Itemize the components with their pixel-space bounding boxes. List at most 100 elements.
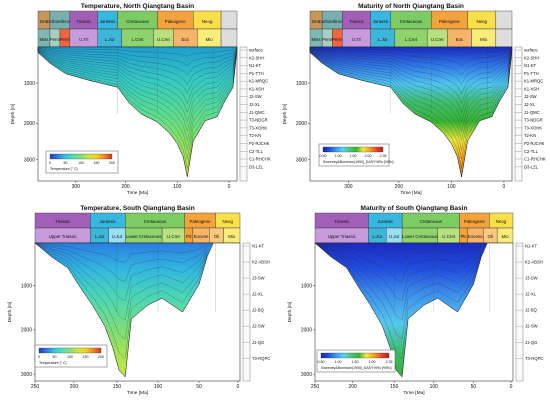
geo-time-label: Neog xyxy=(496,219,507,224)
horizon-line xyxy=(37,47,238,76)
geo-time-label: Triassic xyxy=(334,219,350,224)
formation-label: J2-SW xyxy=(252,324,265,329)
horizon-line xyxy=(309,47,513,85)
horizon-line xyxy=(314,242,482,321)
legend-title: Temperature [° C] xyxy=(39,361,66,365)
geo-time-label: L.Cret xyxy=(405,37,418,42)
geo-time-label: U.Cret xyxy=(157,37,170,42)
horizon-line xyxy=(314,242,482,340)
formation-label: N1-KT xyxy=(252,244,265,249)
formation-label: J3-SW xyxy=(525,276,538,281)
y-axis-label: Depth [m] xyxy=(10,104,16,125)
formation-label: K1-MRQC xyxy=(249,79,268,84)
x-tick-label: 300 xyxy=(72,184,81,190)
colorbar-tick: 150 xyxy=(83,355,89,359)
colorbar-tick: 0 xyxy=(38,355,40,359)
formation-label: K1-XSH xyxy=(249,86,264,91)
formation-label: J2-XL xyxy=(252,292,264,297)
colorbar-legend: 0.50 1.00 1.50 2.00 2.35 Sweeney&Burnham(1990… xyxy=(318,143,393,167)
legend-title: Sweeney&Burnham(1990)_EASY%Ro [%Ro] xyxy=(321,366,391,370)
geo-time-cell xyxy=(220,10,238,30)
colorbar-tick: 1.50 xyxy=(352,360,359,364)
geo-time-label: Dev xyxy=(312,19,321,24)
formation-column xyxy=(515,242,524,382)
geo-time-label: Cretaceous xyxy=(144,219,167,224)
geo-time-label: L.Jur xyxy=(372,234,382,239)
geo-time-label: Miss xyxy=(312,37,322,42)
x-tick-label: 200 xyxy=(70,384,79,390)
horizon-line xyxy=(314,242,482,301)
formation-label: K2-SHH xyxy=(524,55,539,60)
colorbar-tick: 200 xyxy=(98,355,104,359)
colorbar-tick: 50 xyxy=(53,355,57,359)
geo-time-label: Jurassic xyxy=(100,219,117,224)
x-tick-label: 150 xyxy=(113,384,122,390)
x-tick-label: 250 xyxy=(311,384,320,390)
horizon-line xyxy=(37,47,238,160)
geo-time-label: Neog xyxy=(222,219,233,224)
formation-label: D3-LZL xyxy=(524,164,539,169)
geo-time-label: L.Jur xyxy=(105,37,115,42)
formation-label: K1-XSH xyxy=(524,86,539,91)
horizon-line xyxy=(314,242,482,359)
geo-time-label: Plc xyxy=(460,234,467,239)
geo-time-label: Neog xyxy=(476,19,487,24)
horizon-line xyxy=(37,47,238,132)
geo-time-label: U.Cret xyxy=(167,234,180,239)
geo-time-cell xyxy=(495,28,513,48)
formation-label: P2-RJCHK xyxy=(249,141,270,146)
colorbar-tick: 100 xyxy=(78,161,84,165)
geo-time-label: Oli xyxy=(488,234,493,239)
chart-panel-4: Maturity of South Qiangtang Basin Triassi… xyxy=(287,205,543,396)
formation-label: surface xyxy=(524,48,538,53)
horizon-line xyxy=(309,47,513,66)
formation-label: J1-QG xyxy=(252,340,264,345)
geo-time-label: U.Tri xyxy=(352,37,361,42)
horizon-line xyxy=(37,47,238,104)
horizon-line xyxy=(309,47,513,113)
geo-time-label: Eocene xyxy=(194,234,209,239)
formation-label: N1-KT xyxy=(525,244,538,249)
formation-label: C1-RHCHK xyxy=(249,157,271,162)
y-tick-label: 2000 xyxy=(301,328,312,334)
horizon-line xyxy=(37,47,238,85)
x-tick-label: 0 xyxy=(228,184,231,190)
geo-time-label: Paleogene xyxy=(165,19,187,24)
formation-label: J1-QG xyxy=(525,340,537,345)
geo-time-label: Jurassic xyxy=(373,19,390,24)
formation-label: J2-XL xyxy=(525,292,537,297)
x-axis-label: Time [Ma] xyxy=(127,190,148,196)
y-axis-label: Depth [m] xyxy=(287,302,293,323)
horizon-line xyxy=(34,242,208,321)
geo-time-label: Eoc xyxy=(456,37,464,42)
geo-time-label: Neog xyxy=(202,19,213,24)
horizon-line xyxy=(34,242,208,263)
horizon-line xyxy=(37,47,238,113)
colorbar-tick: 200 xyxy=(109,161,115,165)
x-tick-label: 100 xyxy=(447,184,456,190)
formation-column xyxy=(239,46,248,182)
x-tick-label: 300 xyxy=(344,184,353,190)
colorbar-legend: 0 50 100 150 200 Temperature [° C] xyxy=(34,344,108,368)
horizon-line xyxy=(309,47,513,104)
geo-time-label: Cretaceous xyxy=(400,19,423,24)
horizon-line xyxy=(37,47,238,178)
horizon-line xyxy=(34,242,208,340)
geo-time-label: Miss xyxy=(39,37,49,42)
geo-time-label: Plc xyxy=(186,234,193,239)
horizon-line xyxy=(37,47,238,66)
y-tick-label: 1000 xyxy=(21,283,32,289)
geo-time-label: Mio xyxy=(206,37,214,42)
geo-time-label: Jurassic xyxy=(377,219,394,224)
colorbar-tick: 50 xyxy=(64,161,68,165)
y-tick-label: 2000 xyxy=(24,121,35,127)
geo-time-cell xyxy=(495,10,513,30)
formation-label: P1-TTH xyxy=(249,71,264,76)
y-tick-label: 1000 xyxy=(301,283,312,289)
colorbar-tick: 2.35 xyxy=(380,154,387,158)
formation-label: surface xyxy=(249,48,263,53)
geo-time-label: Paleogene xyxy=(439,19,461,24)
formation-label: T3-RQPC xyxy=(252,356,270,361)
geo-time-label: U.Tri xyxy=(79,37,88,42)
geo-time-label: Oli xyxy=(214,234,219,239)
